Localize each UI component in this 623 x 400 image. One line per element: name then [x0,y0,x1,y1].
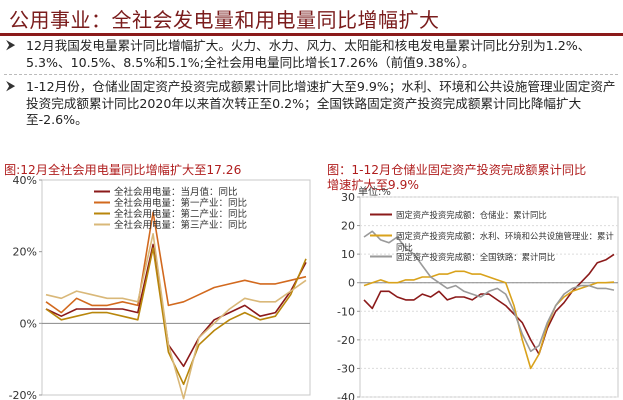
y-tick-label: 20 [341,220,355,233]
arrow-bullet-icon: ⮞ [6,38,16,53]
series-line-1 [45,243,307,368]
left-line-chart: 40% 20% 0% -20% 全社会用电量：当月值：同比全社会用电量：第一产业：同比全… [9,175,311,400]
bullet-item-1: ⮞ 12月我国发电量累计同比增幅扩大。火力、水力、风力、太阳能和核电发电量累计同… [4,38,618,71]
unit-label: 单位:% [358,185,391,198]
bullet-text-1: 12月我国发电量累计同比增幅扩大。火力、水力、风力、太阳能和核电发电量累计同比分… [26,38,591,70]
y-tick-label: 30 [341,191,355,204]
y-tick-label: 0% [20,317,37,330]
y-tick-label: -20% [9,389,37,400]
series-line-3 [363,230,615,353]
plot-frame [41,179,311,396]
series-line-1 [363,253,615,355]
right-chart-caption-line-1: 图：1-12月仓储业固定资产投资完成额累计同比 [327,163,587,177]
legend-label: 全社会用电量：第三产业：同比 [114,219,247,231]
legend-label: 全社会用电量：当月值：同比 [114,186,238,198]
page-title: 公用事业：全社会发电量和用电量同比增幅扩大 [9,8,440,32]
legend-label: 全社会用电量：第一产业：同比 [114,197,247,209]
legend-label: 同比 [396,242,413,252]
y-tick-label: 20% [13,246,37,259]
right-line-chart: 30 20 10 0 -10 -20 -30 -40 单位:% 固定资产投资完成额：仓储业：累计同… [337,185,619,400]
series-line-2 [45,211,307,314]
y-tick-label: -30 [337,362,355,375]
arrow-bullet-icon: ⮞ [6,79,16,94]
y-tick-label: -40 [337,391,355,400]
right-chart-caption: 图：1-12月仓储业固定资产投资完成额累计同比 增速扩大至9.9% [327,163,586,193]
series-line-2 [363,270,615,370]
bullet-divider [4,74,618,76]
legend-label: 全社会用电量：第二产业：同比 [114,208,247,220]
y-tick-label: 0 [348,277,355,290]
bullet-text-2: 1-12月份，仓储业固定资产投资完成额累计同比增速扩大至9.9%；水利、环境和公… [26,79,616,127]
bullet-list: ⮞ 12月我国发电量累计同比增幅扩大。火力、水力、风力、太阳能和核电发电量累计同… [4,38,618,129]
y-tick-label: 40% [13,175,37,187]
y-tick-label: -20 [337,334,355,347]
series-line-3 [45,247,307,386]
bullet-item-2: ⮞ 1-12月份，仓储业固定资产投资完成额累计同比增速扩大至9.9%；水利、环境… [4,79,618,129]
legend-label: 固定资产投资完成额：水利、环境和公共设施管理业：累计 [396,231,614,241]
left-chart-caption: 图:12月全社会用电量同比增幅扩大至17.26 [4,163,242,177]
legend-label: 固定资产投资完成额：仓储业：累计同比 [396,210,547,220]
legend-label: 固定资产投资完成额：全国铁路：累计同比 [396,252,555,262]
y-tick-label: -10 [337,305,355,318]
series-line-4 [45,232,307,400]
title-divider [0,33,623,36]
right-chart-caption-line-2: 增速扩大至9.9% [327,178,419,192]
y-tick-label: 10 [341,248,355,261]
